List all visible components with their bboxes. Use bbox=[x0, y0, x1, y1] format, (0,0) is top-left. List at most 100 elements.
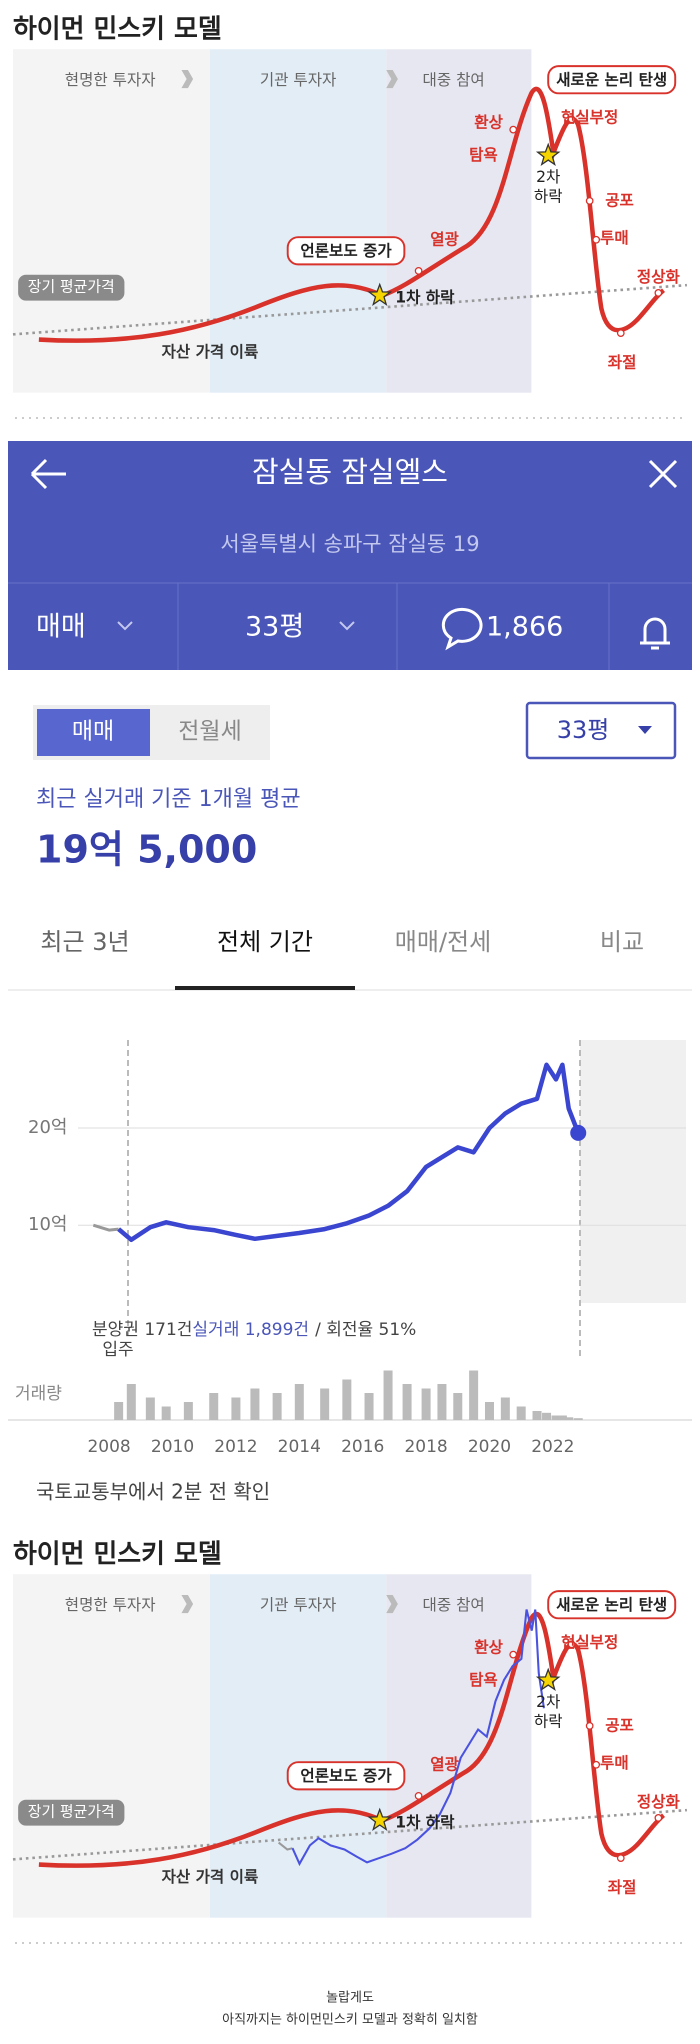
toggle-option[interactable]: 매매 bbox=[72, 719, 114, 745]
media-label: 언론보도 증가 bbox=[300, 242, 392, 260]
volume-bar bbox=[250, 1388, 260, 1420]
curve-dot bbox=[654, 1814, 663, 1822]
average-line bbox=[12, 283, 687, 336]
phase-label: 기관 투자자 bbox=[260, 1596, 336, 1614]
volume-bar bbox=[126, 1384, 136, 1420]
deal-type[interactable]: 매매 bbox=[36, 612, 86, 643]
select-box[interactable] bbox=[525, 701, 677, 760]
star bbox=[535, 1667, 561, 1692]
x-tick-label: 2022 bbox=[531, 1437, 574, 1457]
average-line bbox=[12, 1808, 687, 1861]
chevron bbox=[386, 1594, 398, 1614]
volume-bar bbox=[402, 1384, 412, 1420]
size-select[interactable]: 33평 bbox=[245, 612, 304, 643]
first-drop-label: 1차 하락 bbox=[395, 288, 455, 307]
chevron bbox=[181, 1594, 194, 1614]
turnover: / 회전율 51% bbox=[315, 1320, 416, 1340]
tab[interactable]: 최근 3년 bbox=[40, 928, 129, 956]
tab-active[interactable]: 전체 기간 bbox=[217, 928, 313, 956]
phase-bg bbox=[386, 49, 532, 393]
avg-price: 19억 5,000 bbox=[36, 828, 257, 872]
curve-label: 좌절 bbox=[608, 352, 637, 371]
x-tick-label: 2012 bbox=[214, 1437, 257, 1457]
bell-icon[interactable] bbox=[640, 617, 670, 650]
volume-bar bbox=[294, 1384, 304, 1420]
volume-bar bbox=[342, 1379, 352, 1420]
takeoff-label: 자산 가격 이륙 bbox=[162, 343, 259, 361]
curve-label: 좌절 bbox=[608, 1877, 637, 1896]
label-box bbox=[547, 1590, 677, 1620]
chevron bbox=[386, 69, 398, 89]
volume-label: 거래량 bbox=[15, 1384, 62, 1404]
takeoff-label: 자산 가격 이륙 bbox=[162, 1868, 259, 1886]
curve-label: 탐욕 bbox=[469, 145, 498, 164]
first-drop-label: 1차 하락 bbox=[395, 1813, 455, 1832]
close-button[interactable] bbox=[648, 459, 678, 489]
comment-count[interactable]: 1,866 bbox=[486, 612, 563, 643]
curve-label: 현실부정 bbox=[561, 107, 618, 126]
select-value: 33평 bbox=[557, 716, 610, 744]
curve-dot bbox=[567, 115, 576, 124]
future-area bbox=[580, 1040, 686, 1303]
tab[interactable]: 비교 bbox=[600, 928, 644, 956]
phase-label: 현명한 투자자 bbox=[65, 1596, 156, 1614]
phase-label: 현명한 투자자 bbox=[65, 71, 156, 89]
phase-bg bbox=[12, 1574, 210, 1918]
curve-label: 탐욕 bbox=[469, 1670, 498, 1689]
curve-dot bbox=[585, 1721, 594, 1730]
app-title: 잠실동 잠실엘스 bbox=[252, 455, 448, 489]
diagram-title: 하이먼 민스키 모델 bbox=[13, 14, 222, 44]
media-label: 언론보도 증가 bbox=[300, 1767, 392, 1785]
curve-dot bbox=[592, 1760, 601, 1769]
curve-label: 투매 bbox=[600, 1754, 629, 1772]
volume-bar bbox=[145, 1397, 155, 1420]
volume-bar bbox=[564, 1417, 574, 1420]
volume-bar bbox=[484, 1402, 494, 1420]
presale-count: 분양권 171건 bbox=[92, 1320, 192, 1340]
volume-bar bbox=[542, 1412, 552, 1420]
volume-bar bbox=[453, 1393, 463, 1420]
x-tick-label: 2014 bbox=[278, 1437, 321, 1457]
star bbox=[367, 282, 393, 306]
volume-bar bbox=[209, 1393, 219, 1420]
y-tick-label: 10억 bbox=[28, 1214, 67, 1235]
phase-label: 대중 참여 bbox=[423, 1596, 485, 1614]
curve-label: 정상화 bbox=[637, 1792, 681, 1811]
overlay-line bbox=[277, 1841, 293, 1851]
chevron bbox=[181, 69, 194, 89]
curve-dot bbox=[592, 235, 601, 244]
x-tick-label: 2008 bbox=[87, 1437, 130, 1457]
overlay-line bbox=[291, 1609, 545, 1867]
volume-bar bbox=[532, 1411, 542, 1420]
curve-label: 정상화 bbox=[637, 267, 681, 286]
average-label: 장기 평균가격 bbox=[28, 1803, 115, 1821]
curve-label: 공포 bbox=[605, 1716, 634, 1734]
label-box bbox=[286, 1761, 406, 1791]
deal-count: 실거래 1,899건 bbox=[192, 1320, 309, 1340]
curve-dot bbox=[414, 1791, 423, 1800]
price-line bbox=[117, 1062, 581, 1243]
minsky-curve bbox=[38, 1611, 666, 1868]
curve-dot bbox=[654, 289, 663, 297]
phase-bg bbox=[209, 1574, 387, 1918]
y-tick-label: 20억 bbox=[28, 1117, 67, 1138]
curve-label: 열광 bbox=[430, 1754, 459, 1773]
price-line bbox=[92, 1223, 119, 1232]
back-button[interactable] bbox=[30, 458, 66, 490]
tab-underline bbox=[175, 986, 355, 990]
phase-label: 기관 투자자 bbox=[260, 71, 336, 89]
volume-bar bbox=[500, 1397, 510, 1420]
phase-label: 대중 참여 bbox=[423, 71, 485, 89]
tab[interactable]: 매매/전세 bbox=[395, 928, 491, 956]
dropdown-icon bbox=[339, 621, 355, 631]
select-arrow bbox=[638, 726, 652, 734]
move-in-label: 입주 bbox=[102, 1340, 133, 1360]
volume-bar bbox=[272, 1393, 282, 1420]
stats: 분양권 171건실거래 1,899건 / 회전율 51% bbox=[92, 1320, 416, 1340]
new-paradigm-label: 새로운 논리 탄생 bbox=[556, 1596, 667, 1614]
toggle-option[interactable]: 전월세 bbox=[178, 719, 241, 745]
average-label: 장기 평균가격 bbox=[28, 278, 115, 296]
toggle-active[interactable] bbox=[37, 709, 150, 756]
